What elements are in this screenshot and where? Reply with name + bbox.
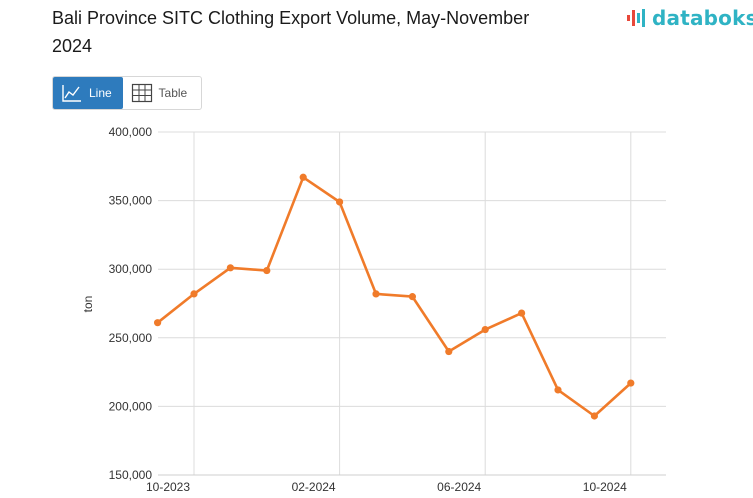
y-tick-label: 150,000: [109, 468, 153, 482]
data-point[interactable]: [518, 309, 526, 317]
y-axis-label: ton: [81, 296, 95, 313]
y-tick-label: 250,000: [109, 331, 153, 345]
line-view-button[interactable]: Line: [53, 77, 123, 109]
data-point[interactable]: [154, 319, 162, 327]
data-point[interactable]: [408, 293, 416, 301]
table-icon: [131, 83, 152, 103]
series-layer: [154, 173, 635, 420]
chart-grid: [158, 131, 666, 476]
x-tick-label: 10-2024: [583, 480, 627, 494]
table-view-button[interactable]: Table: [123, 77, 201, 109]
view-toggle: Line Table: [52, 76, 202, 110]
brand-name: databoks: [652, 6, 753, 30]
data-point[interactable]: [590, 412, 599, 420]
data-point[interactable]: [336, 198, 344, 206]
data-point[interactable]: [226, 264, 234, 272]
y-tick-label: 200,000: [109, 399, 153, 413]
data-point[interactable]: [372, 290, 380, 298]
y-axis-ticks: 150,000 200,000 250,000 300,000 350,000 400,0…: [109, 125, 153, 482]
databoks-logo[interactable]: databoks: [626, 6, 753, 30]
y-tick-label: 350,000: [109, 194, 153, 208]
x-tick-label: 06-2024: [437, 480, 481, 494]
databoks-logo-icon: [627, 9, 645, 27]
data-point[interactable]: [445, 347, 453, 356]
data-point[interactable]: [554, 386, 562, 394]
line-chart-icon: [62, 85, 81, 102]
y-tick-label: 400,000: [109, 125, 153, 139]
data-point[interactable]: [190, 290, 198, 298]
x-tick-label: 02-2024: [292, 480, 336, 494]
line-view-label: Line: [89, 86, 112, 100]
x-axis-ticks: 10-2023 02-2024 06-2024 10-2024: [146, 480, 627, 494]
data-point[interactable]: [627, 379, 635, 387]
table-view-label: Table: [158, 86, 188, 100]
data-point[interactable]: [481, 325, 489, 334]
chart-title: Bali Province SITC Clothing Export Volum…: [52, 8, 530, 56]
series-line: [156, 176, 632, 418]
data-point[interactable]: [263, 266, 271, 275]
data-point[interactable]: [299, 173, 307, 181]
y-tick-label: 300,000: [109, 262, 153, 276]
x-tick-label: 10-2023: [146, 480, 190, 494]
